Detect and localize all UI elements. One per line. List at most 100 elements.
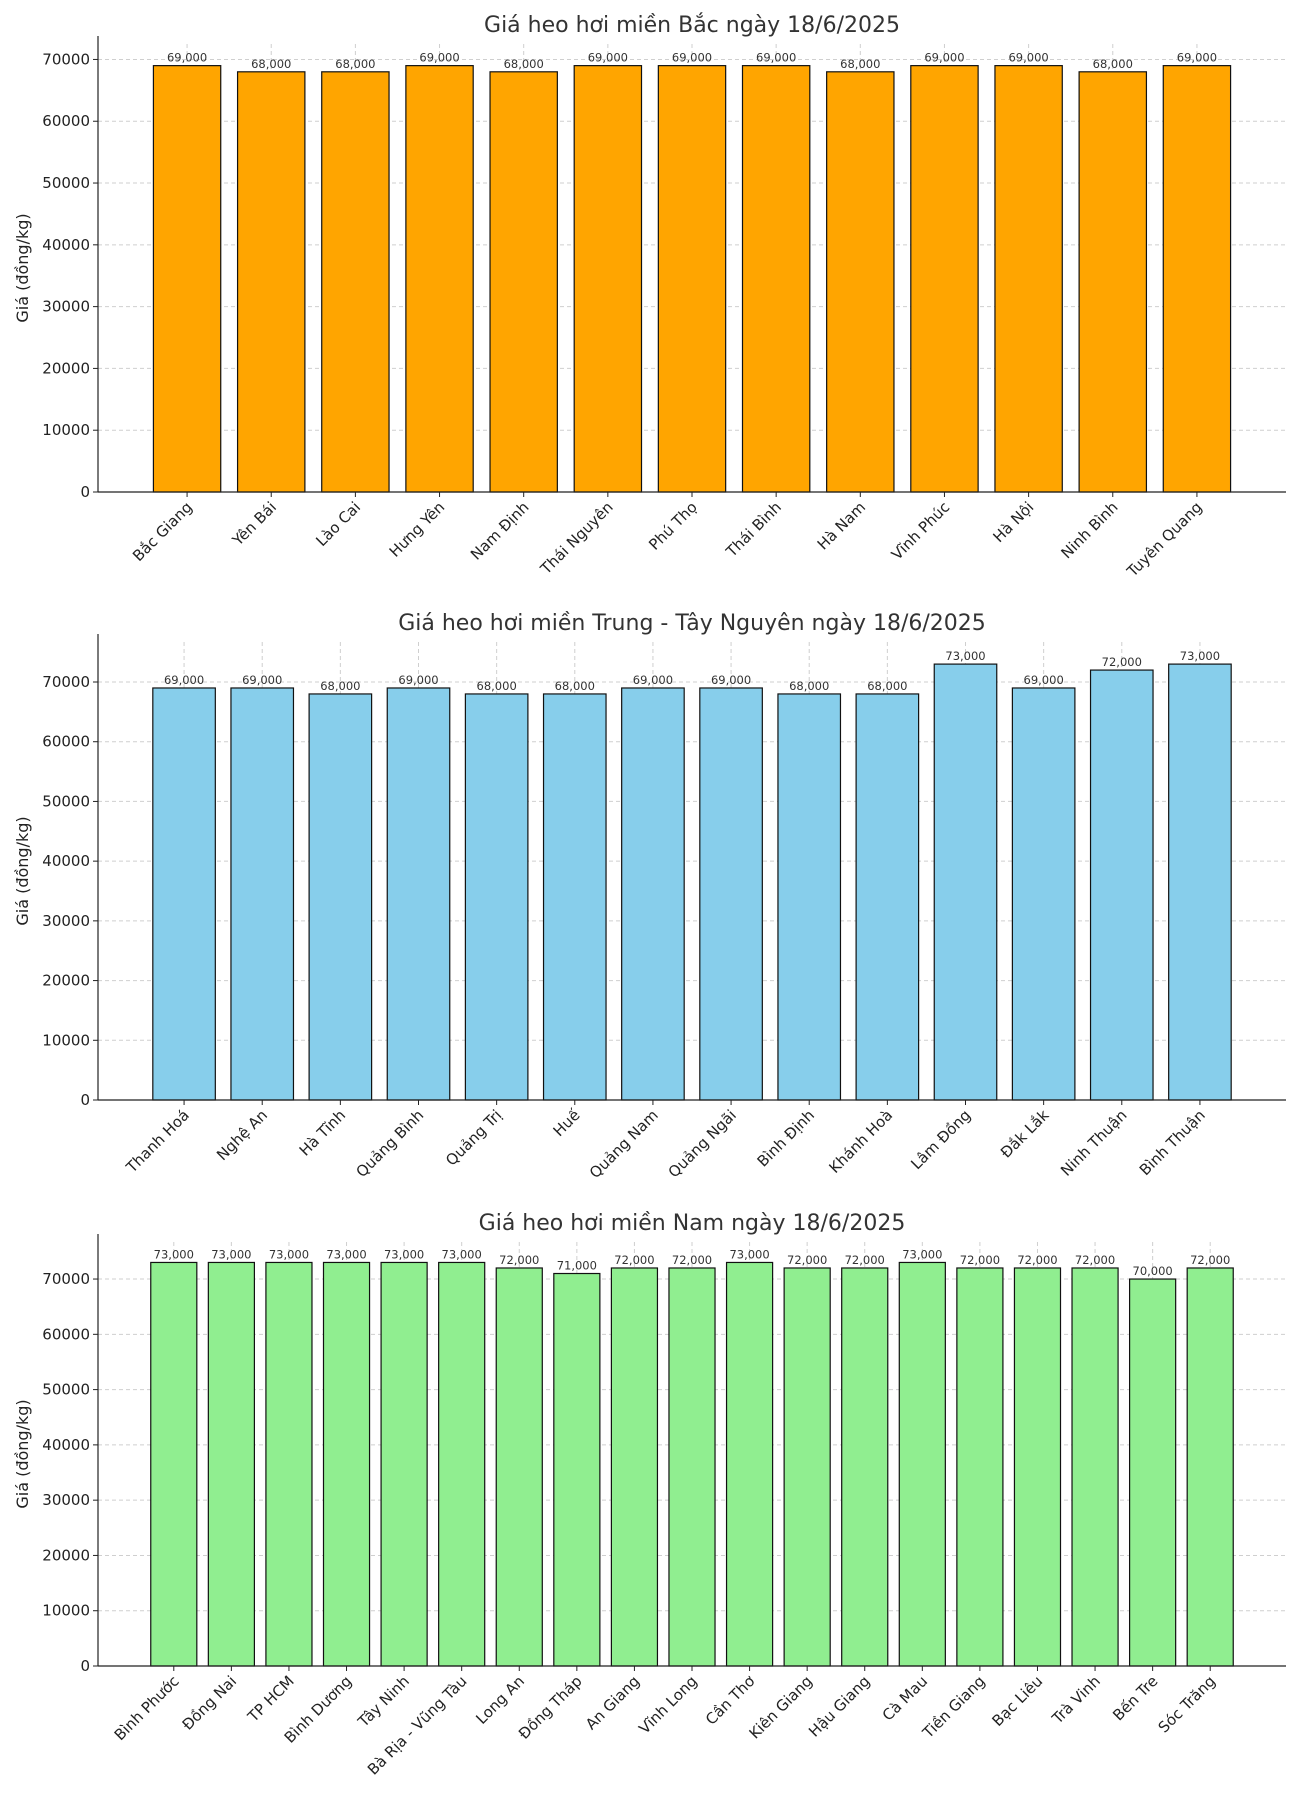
bar xyxy=(741,65,811,493)
data-label: 72,000 xyxy=(960,1253,1000,1267)
x-tick-label: Ninh Bình xyxy=(1057,498,1121,562)
y-tick-label: 40000 xyxy=(42,1436,90,1454)
bar xyxy=(207,1261,255,1667)
x-tick-label: Lào Cai xyxy=(312,498,364,550)
bar xyxy=(699,687,763,1101)
x-tick-label: Nam Định xyxy=(467,498,532,563)
y-tick-label: 30000 xyxy=(42,912,90,930)
bar xyxy=(265,1261,313,1667)
bar xyxy=(386,687,451,1101)
data-label: 68,000 xyxy=(251,57,291,71)
chart-south: 73,000 73,000 73,000 73,000 73,000 73,000 72,0… xyxy=(13,1211,1286,1779)
bar xyxy=(152,687,216,1101)
x-tick-label: Bến Tre xyxy=(1109,1672,1161,1724)
bar xyxy=(1011,687,1076,1101)
bar xyxy=(855,693,920,1101)
data-label: 71,000 xyxy=(557,1259,597,1273)
x-tick-label: Huế xyxy=(550,1106,584,1140)
data-label: 69,000 xyxy=(756,51,796,65)
bar xyxy=(1089,669,1154,1101)
bar xyxy=(1013,1267,1062,1667)
data-label: 73,000 xyxy=(326,1247,366,1261)
x-tick-label: Tuyên Quang xyxy=(1123,498,1206,581)
x-tick-label: Bình Thuận xyxy=(1136,1106,1209,1179)
x-tick-label: Yên Bái xyxy=(228,498,280,550)
data-label: 69,000 xyxy=(242,673,282,687)
chart-central-highlands: 69,000 69,000 68,000 69,000 68,000 68,000 69,0… xyxy=(13,611,1286,1182)
y-tick-label: 20000 xyxy=(42,359,90,377)
x-tick-label: Quảng Trị xyxy=(442,1106,505,1169)
x-tick-label: Hưng Yên xyxy=(386,498,449,561)
chart-title: Giá heo hơi miền Trung - Tây Nguyên ngày… xyxy=(398,611,986,636)
data-label: 73,000 xyxy=(902,1247,942,1261)
data-label: 69,000 xyxy=(1024,673,1064,687)
x-tick-label: Trà Vinh xyxy=(1048,1672,1104,1728)
bar xyxy=(489,71,558,493)
bar xyxy=(1128,1278,1177,1667)
bar xyxy=(777,693,842,1101)
bar xyxy=(152,65,222,493)
bar xyxy=(542,693,607,1101)
data-label: 68,000 xyxy=(1093,57,1133,71)
bar xyxy=(405,65,474,493)
x-tick-label: Ninh Thuận xyxy=(1057,1106,1131,1180)
x-tick-label: Sóc Trăng xyxy=(1155,1672,1219,1736)
bar xyxy=(308,693,373,1101)
y-tick-label: 0 xyxy=(80,483,90,501)
x-tick-label: Long An xyxy=(472,1672,528,1728)
bar xyxy=(725,1261,774,1667)
data-label: 72,000 xyxy=(672,1253,712,1267)
x-tick-label: Bình Định xyxy=(754,1106,818,1170)
bar xyxy=(841,1267,889,1667)
data-label: 73,000 xyxy=(384,1247,424,1261)
bars-north xyxy=(152,65,1232,493)
x-tick-label: Hậu Giang xyxy=(805,1672,873,1740)
bar xyxy=(994,65,1063,493)
bar xyxy=(1071,1267,1119,1667)
y-tick-label: 40000 xyxy=(42,852,90,870)
y-ticks-central: 0 10000 20000 30000 40000 50000 60000 70000 xyxy=(42,673,98,1109)
y-tick-label: 50000 xyxy=(42,174,90,192)
x-tick-label: Đồng Nai xyxy=(179,1672,241,1734)
chart-north: 69,000 68,000 68,000 69,000 68,000 69,000 69,0… xyxy=(13,13,1286,581)
bar xyxy=(1186,1267,1234,1667)
y-tick-label: 50000 xyxy=(42,1381,90,1399)
data-label: 69,000 xyxy=(588,51,628,65)
data-label: 68,000 xyxy=(555,679,595,693)
data-label: 70,000 xyxy=(1133,1264,1173,1278)
x-tick-label: Thái Nguyên xyxy=(536,498,616,578)
x-tick-label: Đắk Lắk xyxy=(997,1106,1053,1162)
bar xyxy=(1168,663,1232,1101)
bar xyxy=(826,71,895,493)
data-label: 69,000 xyxy=(1008,51,1048,65)
x-tick-label: Cần Thơ xyxy=(702,1672,759,1729)
x-ticks-central: Thanh Hoá Nghệ An Hà Tĩnh Quảng Bình Quảng T… xyxy=(122,1100,1209,1182)
y-tick-label: 10000 xyxy=(42,1031,90,1049)
y-axis-label: Giá (đồng/kg) xyxy=(13,213,32,322)
x-tick-label: Vĩnh Phúc xyxy=(888,498,953,563)
x-tick-label: Quảng Nam xyxy=(586,1106,662,1182)
value-labels-south: 73,000 73,000 73,000 73,000 73,000 73,000 72,0… xyxy=(154,1247,1231,1278)
y-tick-label: 60000 xyxy=(42,1325,90,1343)
y-tick-label: 20000 xyxy=(42,972,90,990)
data-label: 69,000 xyxy=(633,673,673,687)
y-ticks-south: 0 10000 20000 30000 40000 50000 60000 70000 xyxy=(42,1270,98,1675)
x-tick-label: Vĩnh Long xyxy=(635,1672,700,1737)
bar xyxy=(621,687,685,1101)
x-tick-label: Cà Mau xyxy=(879,1672,931,1724)
x-ticks-north: Bắc Giang Yên Bái Lào Cai Hưng Yên Nam Định T… xyxy=(129,492,1206,581)
data-label: 72,000 xyxy=(1102,655,1142,669)
y-tick-label: 0 xyxy=(80,1091,90,1109)
bar xyxy=(553,1272,601,1667)
bar xyxy=(783,1267,831,1667)
x-tick-label: TP HCM xyxy=(244,1672,298,1726)
bars-central xyxy=(152,663,1232,1101)
y-tick-label: 70000 xyxy=(42,1270,90,1288)
data-label: 73,000 xyxy=(211,1247,251,1261)
bar xyxy=(910,65,979,493)
x-tick-label: Bạc Liêu xyxy=(988,1672,1046,1730)
chart-title: Giá heo hơi miền Bắc ngày 18/6/2025 xyxy=(484,13,900,38)
bar xyxy=(657,65,727,493)
data-label: 73,000 xyxy=(945,649,985,663)
